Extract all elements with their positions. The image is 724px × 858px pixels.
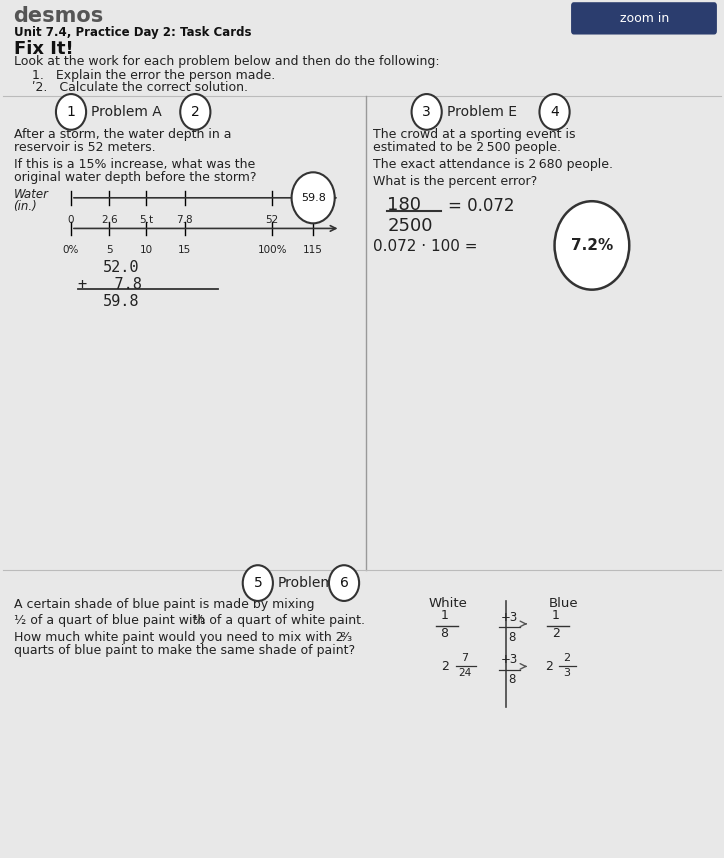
Text: 115: 115 [303, 245, 323, 256]
Text: White: White [429, 596, 468, 610]
Text: Blue: Blue [548, 596, 578, 610]
Circle shape [56, 94, 86, 130]
Text: 2500: 2500 [387, 217, 433, 235]
Text: ⅛ of a quart of white paint.: ⅛ of a quart of white paint. [193, 613, 365, 626]
Text: original water depth before the storm?: original water depth before the storm? [14, 171, 256, 184]
Text: 5.t: 5.t [140, 214, 153, 225]
Circle shape [555, 202, 629, 290]
Text: Problem: Problem [278, 576, 334, 590]
Text: If this is a 15% increase, what was the: If this is a 15% increase, what was the [14, 158, 255, 171]
Text: 2.6: 2.6 [101, 214, 117, 225]
Text: 10: 10 [140, 245, 153, 256]
Text: 100%: 100% [258, 245, 287, 256]
Text: 2: 2 [552, 627, 560, 640]
Text: 7.8: 7.8 [176, 214, 193, 225]
Text: The crowd at a sporting event is: The crowd at a sporting event is [373, 128, 576, 141]
Text: estimated to be 2 500 people.: estimated to be 2 500 people. [373, 141, 561, 154]
Text: 8: 8 [508, 631, 515, 644]
Text: ʹ2.   Calculate the correct solution.: ʹ2. Calculate the correct solution. [32, 82, 248, 94]
Text: 24: 24 [458, 668, 471, 678]
Text: 2: 2 [441, 660, 449, 673]
Text: 5: 5 [253, 576, 262, 590]
Text: +3: +3 [501, 654, 518, 667]
Circle shape [292, 172, 334, 223]
Text: 7.2%: 7.2% [571, 238, 613, 253]
Text: 3: 3 [563, 668, 571, 678]
Text: The exact attendance is 2 680 people.: The exact attendance is 2 680 people. [373, 158, 613, 171]
Text: 5: 5 [106, 245, 112, 256]
Circle shape [539, 94, 570, 130]
Text: 0%: 0% [63, 245, 79, 256]
Text: +3: +3 [501, 611, 518, 624]
Text: Fix It!: Fix It! [14, 39, 73, 57]
Circle shape [180, 94, 211, 130]
Text: What is the percent error?: What is the percent error? [373, 175, 537, 188]
Text: 4: 4 [550, 105, 559, 119]
Text: ½ of a quart of blue paint with: ½ of a quart of blue paint with [14, 613, 209, 626]
Text: ²⁄₃: ²⁄₃ [340, 631, 353, 644]
Text: 1: 1 [552, 609, 560, 622]
Text: reservoir is 52 meters.: reservoir is 52 meters. [14, 141, 155, 154]
Text: Problem E: Problem E [447, 105, 517, 119]
Text: +   7.8: + 7.8 [78, 277, 142, 292]
Text: 15: 15 [178, 245, 191, 256]
Text: 0: 0 [68, 214, 75, 225]
Text: Water: Water [14, 188, 49, 201]
Text: After a storm, the water depth in a: After a storm, the water depth in a [14, 128, 231, 141]
Text: How much white paint would you need to mix with 2: How much white paint would you need to m… [14, 631, 343, 644]
Text: 52: 52 [266, 214, 279, 225]
Text: 52.0: 52.0 [104, 260, 140, 275]
Text: 1.   Explain the error the person made.: 1. Explain the error the person made. [32, 69, 275, 82]
Text: 59.8: 59.8 [104, 294, 140, 309]
Text: (in.): (in.) [14, 200, 38, 213]
Text: = 0.072: = 0.072 [448, 197, 515, 215]
Text: 1: 1 [441, 609, 449, 622]
Text: 8: 8 [441, 627, 449, 640]
Text: 2: 2 [191, 105, 200, 119]
Text: 8: 8 [508, 674, 515, 686]
Text: 180: 180 [387, 196, 421, 214]
Text: 1: 1 [67, 105, 75, 119]
Text: Unit 7.4, Practice Day 2: Task Cards: Unit 7.4, Practice Day 2: Task Cards [14, 26, 251, 39]
Text: quarts of blue paint to make the same shade of paint?: quarts of blue paint to make the same sh… [14, 644, 355, 657]
Text: 6: 6 [340, 576, 348, 590]
Text: 2: 2 [545, 660, 552, 673]
Circle shape [329, 565, 359, 601]
Text: 59.8: 59.8 [300, 193, 326, 202]
Text: desmos: desmos [14, 7, 104, 27]
Text: zoom in: zoom in [620, 12, 669, 25]
Text: Look at the work for each problem below and then do the following:: Look at the work for each problem below … [14, 55, 439, 68]
Text: 3: 3 [422, 105, 431, 119]
Circle shape [411, 94, 442, 130]
Text: 0.072 · 100 =: 0.072 · 100 = [373, 239, 477, 254]
Text: Problem A: Problem A [91, 105, 162, 119]
Circle shape [243, 565, 273, 601]
Text: 7: 7 [461, 653, 468, 663]
Text: A certain shade of blue paint is made by mixing: A certain shade of blue paint is made by… [14, 598, 314, 612]
FancyBboxPatch shape [571, 3, 717, 34]
Text: 2: 2 [563, 653, 571, 663]
